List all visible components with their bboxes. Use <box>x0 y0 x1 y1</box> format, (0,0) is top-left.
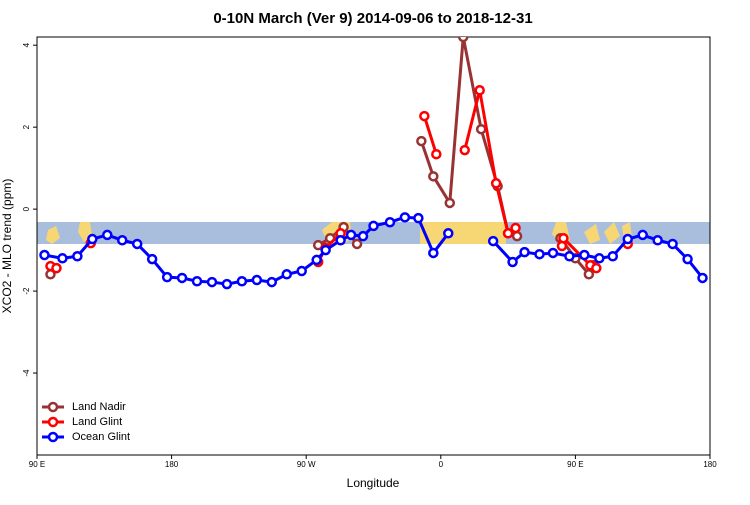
y-tick-label: 2 <box>22 124 31 129</box>
data-point <box>459 144 470 156</box>
plot-area <box>39 37 708 290</box>
x-tick-label: 180 <box>703 460 717 469</box>
data-point <box>519 246 530 258</box>
data-point <box>591 262 602 274</box>
data-point <box>335 235 346 246</box>
x-tick-label: 90 E <box>567 460 583 469</box>
legend-marker <box>47 416 59 428</box>
data-point <box>431 148 442 160</box>
plot-frame <box>36 36 711 456</box>
data-point <box>351 238 363 250</box>
series-line <box>422 115 438 155</box>
data-point <box>475 123 487 135</box>
data-point <box>547 247 559 259</box>
data-point <box>413 212 424 224</box>
data-point <box>311 254 322 266</box>
data-point <box>502 228 514 239</box>
y-tick-label: 0 <box>22 206 31 211</box>
chart-title: 0-10N March (Ver 9) 2014-09-06 to 2018-1… <box>213 10 532 27</box>
data-point <box>564 250 575 262</box>
data-point <box>399 212 411 223</box>
data-point <box>416 135 427 147</box>
data-point <box>511 230 523 242</box>
data-point <box>87 233 98 245</box>
y-axis-label: XCO2 - MLO trend (ppm) <box>0 179 14 314</box>
data-point <box>206 276 218 288</box>
data-point <box>622 233 633 245</box>
x-tick-label: 180 <box>165 460 179 469</box>
data-point <box>444 197 456 209</box>
band <box>37 222 710 244</box>
data-point <box>607 250 619 262</box>
data-point <box>443 228 454 239</box>
data-point <box>507 256 518 268</box>
legend-label: Land Glint <box>72 416 122 428</box>
legend-marker <box>47 431 59 443</box>
x-tick-label: 90 E <box>29 460 45 469</box>
data-point <box>652 235 663 246</box>
y-tick-label: -2 <box>22 287 31 295</box>
data-point <box>191 275 203 287</box>
data-point <box>368 220 379 232</box>
data-point <box>51 262 62 274</box>
data-point <box>637 229 648 241</box>
land <box>584 224 600 244</box>
data-point <box>558 232 569 244</box>
legend-label: Ocean Glint <box>72 431 130 443</box>
data-point <box>320 244 331 256</box>
data-point <box>296 265 307 277</box>
data-point <box>221 278 233 290</box>
data-point <box>428 247 439 259</box>
data-point <box>236 275 248 287</box>
legend-label: Land Nadir <box>72 401 126 413</box>
x-tick-label: 90 W <box>297 460 316 469</box>
data-point <box>57 253 68 264</box>
data-point <box>487 235 499 247</box>
data-point <box>39 249 50 261</box>
data-point <box>357 230 369 242</box>
data-point <box>116 235 128 246</box>
data-point <box>510 222 521 234</box>
data-point <box>667 238 678 250</box>
data-point <box>102 229 113 241</box>
data-point <box>534 248 545 260</box>
data-point <box>579 249 590 261</box>
x-tick-label: 0 <box>439 460 444 469</box>
y-tick-label: -4 <box>22 369 31 377</box>
data-point <box>176 272 188 284</box>
data-point <box>490 178 502 189</box>
data-point <box>697 272 708 284</box>
data-point <box>682 253 693 265</box>
data-point <box>345 229 357 241</box>
data-point <box>594 253 605 264</box>
data-point <box>131 238 143 250</box>
data-point <box>457 37 469 43</box>
data-point <box>161 271 173 283</box>
data-point <box>428 171 439 182</box>
data-point <box>419 110 430 122</box>
data-point <box>384 216 396 228</box>
land <box>420 222 506 244</box>
legend-marker <box>47 401 59 413</box>
data-point <box>251 274 263 286</box>
x-axis-label: Longitude <box>347 476 400 490</box>
data-point <box>146 253 158 265</box>
y-tick-label: 4 <box>22 42 31 47</box>
data-point <box>281 269 293 280</box>
data-point <box>72 250 83 262</box>
land <box>604 222 620 244</box>
data-point <box>583 269 595 280</box>
land <box>46 226 60 244</box>
data-point <box>474 85 485 96</box>
data-point <box>266 276 278 288</box>
